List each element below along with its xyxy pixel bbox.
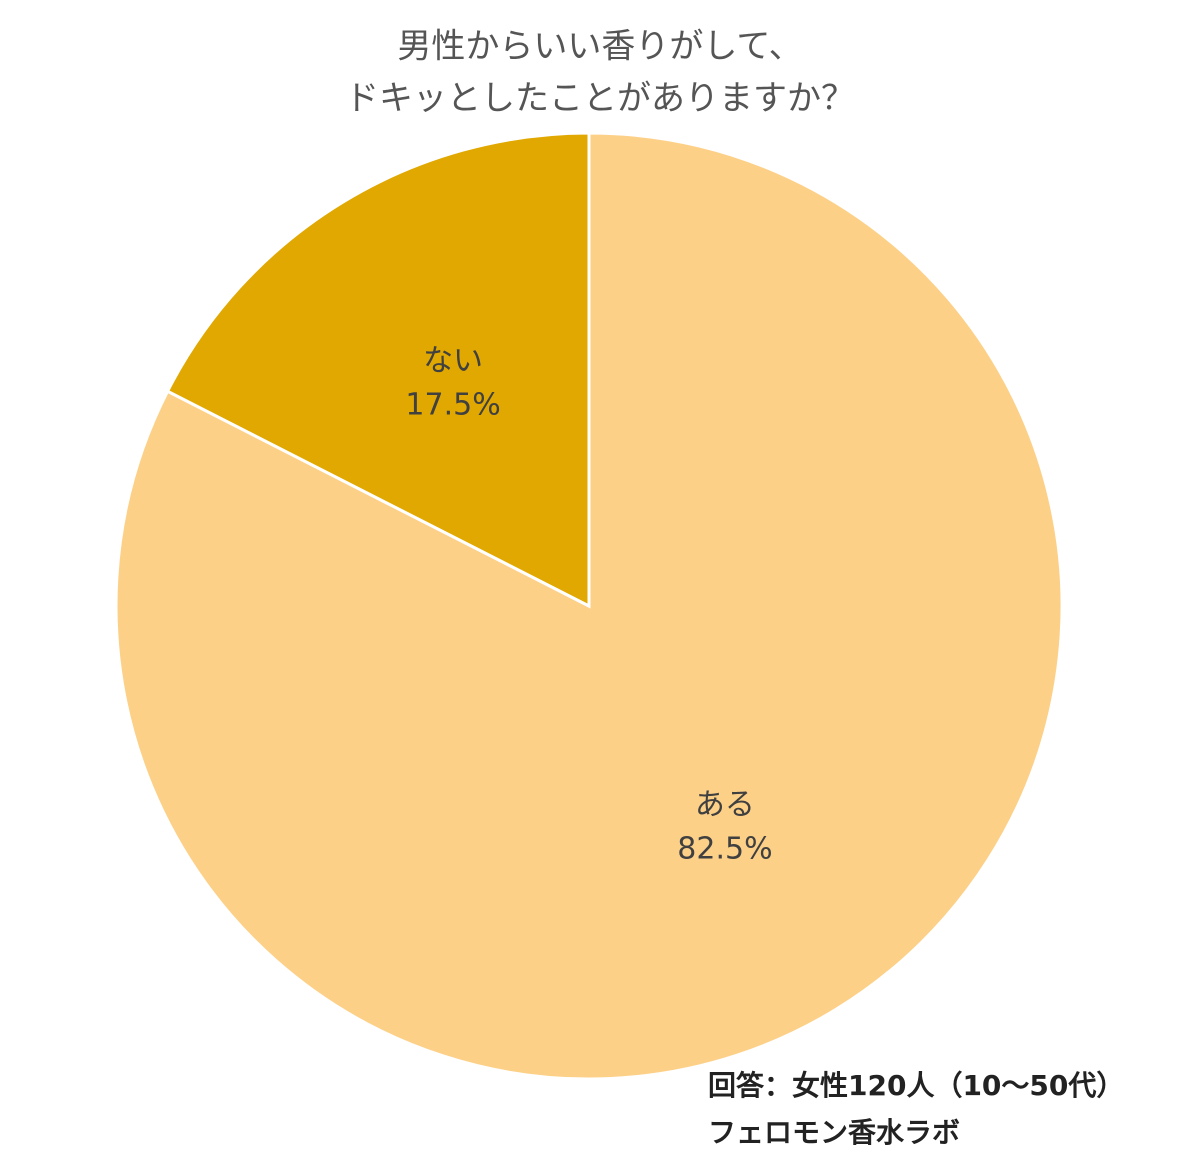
footnote: 回答：女性120人（10～50代） — [708, 1069, 1124, 1102]
pie-slice — [165, 131, 591, 609]
chart-title: 男性からいい香りがして、 — [397, 27, 802, 67]
footnote: フェロモン香水ラボ — [708, 1116, 960, 1149]
slice-value: 17.5% — [405, 388, 500, 423]
slice-value: 82.5% — [677, 831, 772, 866]
slice-category: ある — [695, 787, 755, 822]
chart-title: ドキッとしたことがありますか？ — [345, 79, 855, 119]
slice-category: ない — [423, 344, 483, 379]
